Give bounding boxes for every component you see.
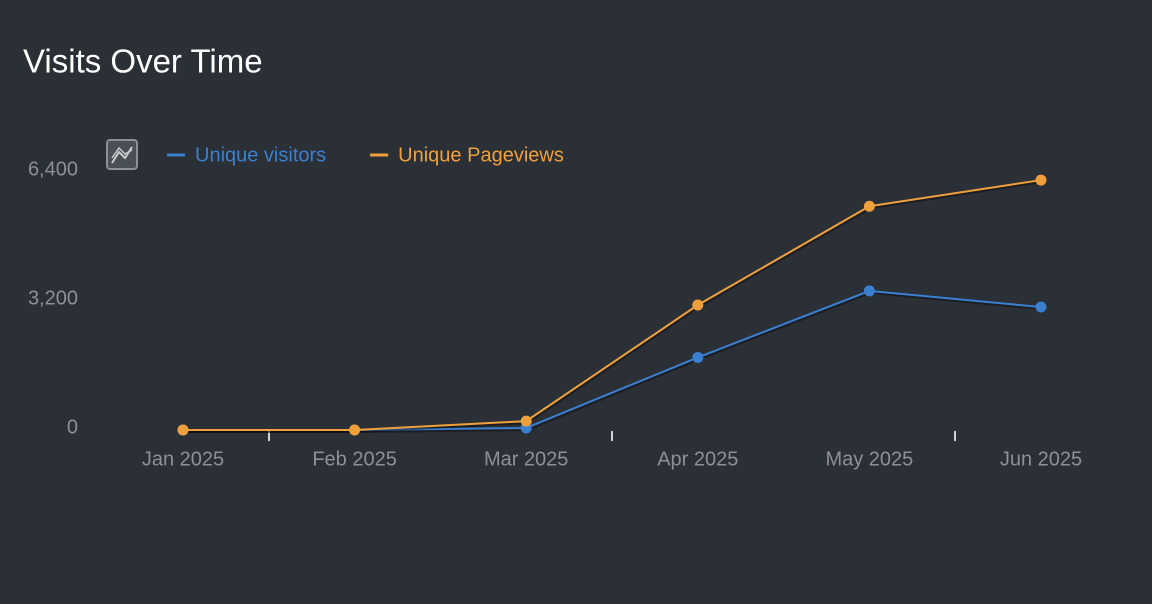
chart-title: Visits Over Time: [23, 43, 263, 80]
y-tick-label: 6,400: [28, 158, 78, 180]
x-tick-label: Apr 2025: [657, 448, 738, 470]
icon-line[interactable]: [111, 146, 133, 159]
series-shadow: [184, 181, 1043, 433]
y-tick-label: 0: [67, 416, 78, 438]
data-point[interactable]: [1035, 174, 1047, 186]
data-point[interactable]: [863, 200, 875, 212]
data-point[interactable]: [692, 299, 704, 311]
data-point[interactable]: [520, 415, 532, 427]
data-point[interactable]: [692, 351, 704, 363]
data-point[interactable]: [1035, 301, 1047, 313]
legend-label[interactable]: Unique visitors: [195, 144, 326, 166]
data-point[interactable]: [349, 424, 361, 436]
series-shadow: [184, 291, 1043, 433]
chart-type-icon[interactable]: [106, 139, 138, 170]
data-point[interactable]: [177, 424, 189, 436]
x-tick-label: Feb 2025: [312, 448, 397, 470]
data-point[interactable]: [863, 285, 875, 297]
series-line: [183, 179, 1042, 431]
y-tick-label: 3,200: [28, 287, 78, 309]
x-tick-label: May 2025: [825, 448, 913, 470]
x-tick-label: Mar 2025: [484, 448, 569, 470]
x-tick-label: Jan 2025: [142, 448, 224, 470]
x-tick-label: Jun 2025: [1000, 448, 1082, 470]
legend-label[interactable]: Unique Pageviews: [398, 144, 564, 166]
